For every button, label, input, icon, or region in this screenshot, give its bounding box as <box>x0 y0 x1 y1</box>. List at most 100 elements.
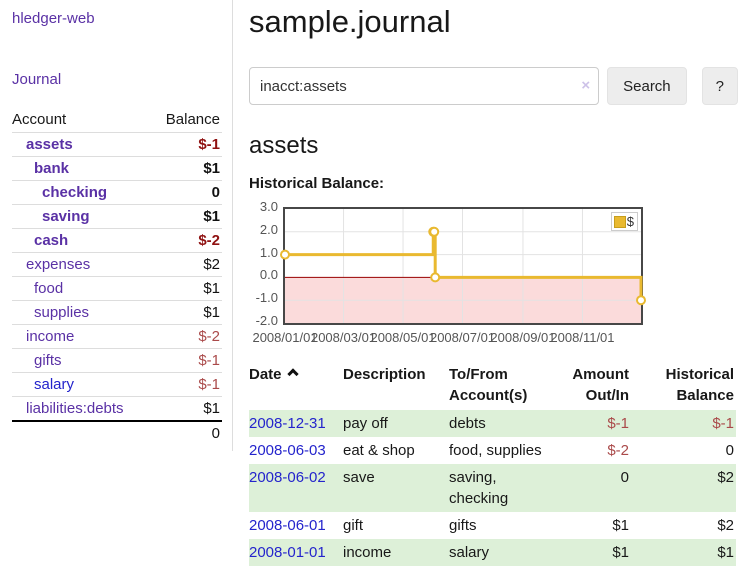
register-col-description: Description <box>343 366 426 383</box>
register-description-cell: save <box>343 469 375 486</box>
x-axis-tick-label: 2008/03/01 <box>310 330 377 345</box>
account-heading: assets <box>249 132 319 159</box>
register-amount-cell: $-1 <box>607 415 629 432</box>
register-table: Date Description To/From Account(s) Amou… <box>249 362 736 566</box>
y-axis-tick-label: -2.0 <box>255 313 278 328</box>
accounts-col-balance: Balance <box>165 111 220 128</box>
register-accounts-cell: food, supplies <box>449 442 542 459</box>
register-row: 2008-06-02 save saving, checking 0 $2 <box>249 464 736 512</box>
register-amount-cell: $-2 <box>607 442 629 459</box>
y-axis-tick-label: 3.0 <box>259 199 278 214</box>
register-description-cell: income <box>343 544 392 561</box>
register-col-accounts: To/From Account(s) <box>449 366 528 404</box>
register-accounts-cell: saving, checking <box>449 469 509 507</box>
sidebar-item-journal[interactable]: Journal <box>12 71 222 88</box>
search-input[interactable] <box>249 67 600 105</box>
account-link[interactable]: liabilities:debts <box>26 400 124 417</box>
y-axis-tick-label: 1.0 <box>259 244 278 260</box>
register-row: 2008-12-31 pay off debts $-1 $-1 <box>249 410 736 437</box>
register-balance-cell: $2 <box>717 469 734 486</box>
accounts-col-account: Account <box>12 111 67 128</box>
account-link[interactable]: cash <box>34 232 69 249</box>
account-balance: $1 <box>152 276 222 301</box>
register-description-cell: eat & shop <box>343 442 415 459</box>
register-header-row: Date Description To/From Account(s) Amou… <box>249 362 736 410</box>
chart-plot-area: $ <box>280 207 646 325</box>
x-axis-tick-label: 2008/07/01 <box>429 330 496 345</box>
account-link[interactable]: salary <box>34 376 75 393</box>
accounts-header-row: Account Balance <box>12 108 222 133</box>
app-brand-label[interactable]: hledger-web <box>12 10 95 27</box>
account-link[interactable]: supplies <box>34 304 90 321</box>
register-amount-cell: $1 <box>612 544 629 561</box>
x-axis-tick-label: 2008/01/01 <box>252 330 318 345</box>
accounts-table: Account Balance assets $-1 bank $1 checking 0… <box>12 108 222 445</box>
account-balance: $1 <box>152 300 222 325</box>
legend-swatch-icon <box>613 215 626 228</box>
register-col-date[interactable]: Date <box>249 362 343 410</box>
account-balance: $2 <box>152 252 222 277</box>
account-row: food $1 <box>12 276 222 301</box>
app-brand-link[interactable]: hledger-web <box>12 10 222 27</box>
register-row: 2008-06-01 gift gifts $1 $2 <box>249 512 736 539</box>
account-balance: $-2 <box>152 324 222 349</box>
accounts-total-row: 0 <box>12 420 222 445</box>
account-balance: $1 <box>152 156 222 181</box>
transaction-date-link[interactable]: 2008-01-01 <box>249 544 326 561</box>
register-balance-cell: $1 <box>717 544 734 561</box>
register-col-amount: Amount Out/In <box>572 366 629 404</box>
account-row: salary $-1 <box>12 372 222 397</box>
account-balance: $1 <box>152 204 222 229</box>
account-row: liabilities:debts $1 <box>12 396 222 421</box>
register-date-cell[interactable]: 2008-06-02 <box>249 464 343 512</box>
register-date-cell[interactable]: 2008-06-03 <box>249 437 343 464</box>
register-balance-cell: 0 <box>725 442 734 459</box>
register-row: 2008-01-01 income salary $1 $1 <box>249 539 736 566</box>
account-link[interactable]: gifts <box>34 352 62 369</box>
register-row: 2008-06-03 eat & shop food, supplies $-2 0 <box>249 437 736 464</box>
transaction-date-link[interactable]: 2008-06-03 <box>249 442 326 459</box>
account-link[interactable]: expenses <box>26 256 91 273</box>
help-button[interactable]: ? <box>701 67 738 105</box>
account-balance: $-1 <box>152 132 222 157</box>
x-axis-tick-label: 2008/09/01 <box>490 330 556 345</box>
accounts-total-value: 0 <box>152 420 222 445</box>
transaction-date-link[interactable]: 2008-06-02 <box>249 469 326 486</box>
register-balance-cell: $-1 <box>712 415 734 432</box>
register-date-cell[interactable]: 2008-06-01 <box>249 512 343 539</box>
transaction-date-link[interactable]: 2008-06-01 <box>249 517 326 534</box>
sort-ascending-chevron-up-icon <box>286 368 299 380</box>
historical-balance-chart: $ 3.0 2.0 1.0 0.0 -1.0 -2.0 2008/01/01 2008/03/… <box>249 199 742 345</box>
clear-search-icon[interactable]: × <box>581 77 591 94</box>
transaction-date-link[interactable]: 2008-12-31 <box>249 415 326 432</box>
page-title: sample.journal <box>249 4 451 39</box>
register-amount-cell: 0 <box>620 469 629 486</box>
chart-section-label: Historical Balance: <box>249 175 385 192</box>
journal-link-label[interactable]: Journal <box>12 71 62 88</box>
search-button[interactable]: Search <box>607 67 687 105</box>
chart-canvas <box>280 209 646 323</box>
account-link[interactable]: food <box>34 280 64 297</box>
y-axis-tick-label: 0.0 <box>259 267 278 283</box>
register-accounts-cell: salary <box>449 544 490 561</box>
account-balance: $1 <box>152 396 222 421</box>
register-col-balance: Historical Balance <box>665 366 734 404</box>
register-date-cell[interactable]: 2008-01-01 <box>249 539 343 566</box>
sidebar: hledger-web Journal Account Balance asse… <box>0 0 233 451</box>
register-date-cell[interactable]: 2008-12-31 <box>249 410 343 437</box>
x-axis-tick-label: 2008/05/01 <box>370 330 436 345</box>
account-link[interactable]: income <box>26 328 75 345</box>
account-row: cash $-2 <box>12 228 222 253</box>
account-link[interactable]: saving <box>42 208 90 225</box>
register-amount-cell: $1 <box>612 517 629 534</box>
register-accounts-cell: gifts <box>449 517 477 534</box>
account-row: saving $1 <box>12 204 222 229</box>
account-balance: 0 <box>152 180 222 205</box>
account-link[interactable]: checking <box>42 184 108 201</box>
account-link[interactable]: bank <box>34 160 70 177</box>
account-balance: $-1 <box>152 372 222 397</box>
main-content: sample.journal × Search ? assets Histori… <box>233 0 742 566</box>
legend-label: $ <box>626 214 634 229</box>
register-accounts-cell: debts <box>449 415 486 432</box>
account-link[interactable]: assets <box>26 136 73 153</box>
